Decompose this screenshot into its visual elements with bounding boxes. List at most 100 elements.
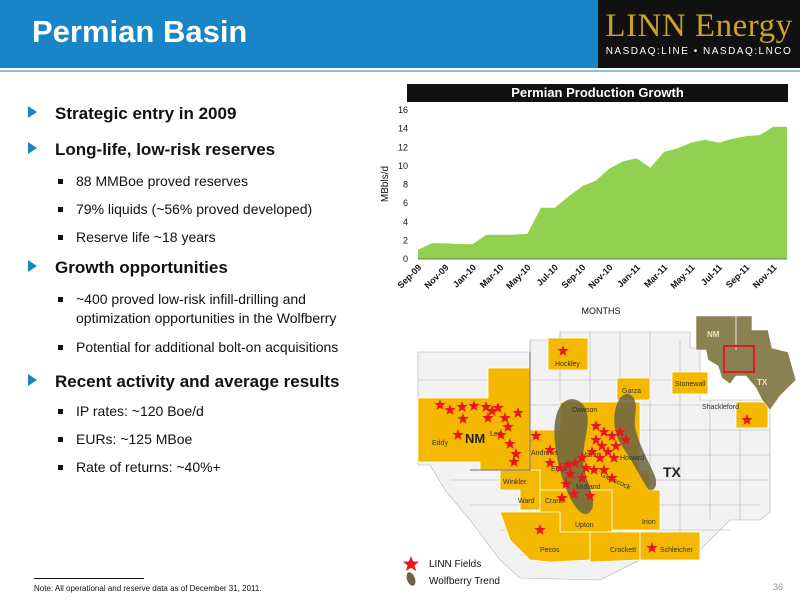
- linn-field-star-icon: [557, 345, 569, 356]
- county-label-shackleford: Shackleford: [702, 404, 739, 411]
- county-label-midland: Midland: [576, 484, 601, 491]
- square-bullet-icon: [58, 437, 63, 442]
- linn-field-star-icon: [590, 420, 602, 431]
- county-hockley: [547, 337, 589, 371]
- county-label-hockley: Hockley: [555, 361, 580, 368]
- bullet-growth: Growth opportunities: [28, 258, 228, 278]
- county-stonewall: [671, 371, 709, 395]
- square-bullet-icon: [58, 179, 63, 184]
- county-label-crockett: Crockett: [610, 547, 636, 554]
- header-divider: [0, 70, 800, 72]
- county-label-howard: Howard: [620, 455, 644, 462]
- county-label-andrews: Andrews: [531, 450, 559, 457]
- linn-field-star-icon: [564, 468, 576, 479]
- linn-field-star-icon: [510, 448, 522, 459]
- linn-field-star-icon: [588, 464, 600, 475]
- county-label-upton: Upton: [575, 522, 594, 529]
- legend-star-icon: [403, 556, 419, 571]
- page-number: 36: [773, 582, 784, 592]
- triangle-bullet-icon: [28, 260, 37, 272]
- linn-field-star-icon: [480, 401, 492, 412]
- county-label-crane: Crane: [545, 498, 564, 505]
- county-label-ward: Ward: [518, 498, 535, 505]
- state-label-nm: NM: [465, 431, 485, 446]
- state-line: [470, 352, 531, 471]
- linn-field-star-icon: [457, 413, 469, 424]
- linn-field-star-icon: [468, 400, 480, 411]
- linn-field-star-icon: [456, 401, 468, 412]
- linn-field-star-icon: [502, 421, 514, 432]
- linn-field-star-icon: [568, 488, 580, 499]
- county-winkler-ward: [499, 469, 541, 511]
- inset-focus-box: [723, 345, 755, 373]
- square-bullet-icon: [58, 297, 63, 302]
- linn-field-star-icon: [560, 478, 572, 489]
- legend-trend-icon: [406, 572, 416, 586]
- linn-field-star-icon: [544, 444, 556, 455]
- linn-field-star-icon: [499, 412, 511, 423]
- linn-field-markers: [434, 345, 753, 553]
- linn-field-star-icon: [598, 426, 610, 437]
- linn-field-star-icon: [606, 430, 618, 441]
- sub-bullet-proved-reserves: 88 MMBoe proved reserves: [58, 172, 388, 191]
- square-bullet-icon: [58, 465, 63, 470]
- linn-field-star-icon: [569, 457, 581, 468]
- sub-bullet-bolt-on: Potential for additional bolt-on acquisi…: [58, 338, 403, 357]
- company-logo: LINN Energy NASDAQ:LINE • NASDAQ:LNCO: [598, 0, 800, 68]
- sub-bullet-eurs: EURs: ~125 MBoe: [58, 430, 388, 449]
- inset-label-tx: TX: [757, 378, 768, 387]
- sub-bullet-infill-drilling: ~400 proved low-risk infill-drilling and…: [58, 290, 368, 328]
- linn-field-star-icon: [512, 407, 524, 418]
- linn-field-star-icon: [504, 438, 516, 449]
- inset-label-nm: NM: [707, 330, 720, 339]
- footnote: Note: All operational and reserve data a…: [34, 584, 262, 593]
- triangle-bullet-icon: [28, 106, 37, 118]
- linn-field-star-icon: [576, 472, 588, 483]
- square-bullet-icon: [58, 409, 63, 414]
- sub-bullet-returns: Rate of returns: ~40%+: [58, 458, 388, 477]
- county-label-martin: Martin: [581, 452, 601, 459]
- wolfberry-trend: [554, 393, 657, 515]
- linn-field-star-icon: [576, 452, 588, 463]
- linn-field-star-icon: [492, 402, 504, 413]
- linn-field-star-icon: [614, 426, 626, 437]
- linn-field-star-icon: [608, 452, 620, 463]
- title-bar: Permian Basin LINN Energy NASDAQ:LINE • …: [0, 0, 800, 68]
- county-label-dawson: Dawson: [572, 407, 597, 414]
- county-label-schleicher: Schleicher: [660, 547, 693, 554]
- square-bullet-icon: [58, 345, 63, 350]
- bullet-strategic-entry: Strategic entry in 2009: [28, 104, 236, 124]
- linn-field-star-icon: [556, 492, 568, 503]
- linn-field-star-icon: [495, 429, 507, 440]
- linn-field-star-icon: [741, 414, 753, 425]
- county-schleicher: [639, 531, 701, 561]
- linn-field-star-icon: [610, 440, 622, 451]
- linn-field-star-icon: [602, 446, 614, 457]
- square-bullet-icon: [58, 235, 63, 240]
- county-label-winkler: Winkler: [503, 479, 527, 486]
- linn-field-star-icon: [482, 412, 494, 423]
- linn-field-star-icon: [452, 429, 464, 440]
- sub-bullet-liquids: 79% liquids (~56% proved developed): [58, 200, 388, 219]
- inset-map: NM TX: [695, 315, 797, 411]
- linn-field-star-icon: [598, 464, 610, 475]
- legend-trend-label: Wolfberry Trend: [429, 576, 500, 587]
- sub-bullet-reserve-life: Reserve life ~18 years: [58, 228, 388, 247]
- linn-field-star-icon: [486, 405, 498, 416]
- county-shackleford: [735, 401, 769, 429]
- bullet-reserves: Long-life, low-risk reserves: [28, 140, 275, 160]
- linn-field-star-icon: [620, 434, 632, 445]
- linn-field-star-icon: [508, 456, 520, 467]
- linn-field-star-icon: [606, 472, 618, 483]
- chart-title: Permian Production Growth: [407, 84, 788, 102]
- linn-field-star-icon: [554, 462, 566, 473]
- county-label-irion: Irion: [642, 519, 656, 526]
- footnote-divider: [34, 578, 144, 579]
- linn-field-star-icon: [580, 462, 592, 473]
- sub-bullet-ip-rates: IP rates: ~120 Boe/d: [58, 402, 388, 421]
- county-label-eddy: Eddy: [432, 440, 448, 447]
- inset-state-outline: [695, 315, 797, 411]
- map-legend: LINN Fields Wolfberry Trend: [403, 556, 500, 587]
- county-label-garza: Garza: [622, 388, 641, 395]
